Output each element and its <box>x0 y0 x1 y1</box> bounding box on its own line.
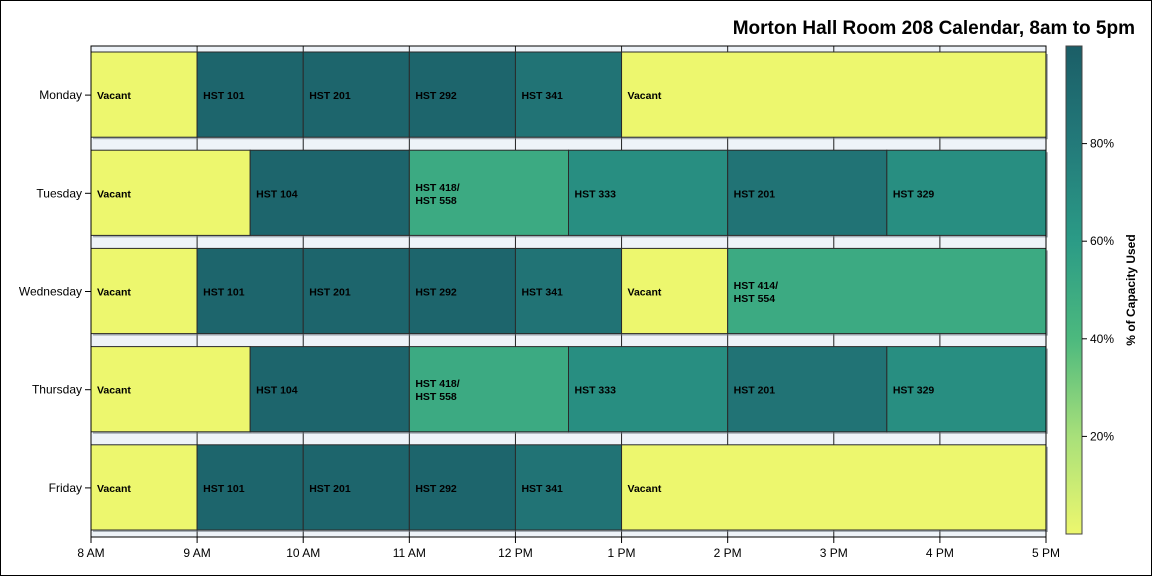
bar-label: HST 104 <box>256 188 298 200</box>
colorbar-legend: 20% 40% 60% 80% % of Capacity Used <box>1065 45 1138 535</box>
x-tick-label: 10 AM <box>286 546 320 560</box>
bar-label: HST 292 <box>415 90 457 102</box>
schedule-bar <box>196 247 304 335</box>
colorbar-title: % of Capacity Used <box>1124 234 1138 345</box>
schedule-bar <box>90 346 251 433</box>
bar-label: HST 341 <box>521 483 563 495</box>
bar-label: HST 329 <box>893 188 935 200</box>
row-friday: Vacant HST 101 HST 201 HST 292 HST 341 Vacant <box>90 444 1048 532</box>
y-tick-label: Wednesday <box>19 285 82 299</box>
schedule-bar <box>302 444 410 531</box>
bar-label: HST 292 <box>415 287 457 299</box>
x-tick-label: 8 AM <box>77 546 104 560</box>
bar-label: HST 414/ <box>734 280 778 292</box>
bar-label: HST 101 <box>203 90 245 102</box>
colorbar-tick-label: 20% <box>1090 429 1114 443</box>
schedule-bar <box>727 247 1047 335</box>
schedule-bar <box>514 444 623 531</box>
y-tick-label: Monday <box>39 88 82 102</box>
schedule-bar <box>408 247 516 335</box>
bar-label: HST 101 <box>203 287 245 299</box>
schedule-bar <box>302 51 410 138</box>
bar-label: HST 333 <box>575 385 617 397</box>
bar-label: HST 558 <box>415 195 457 207</box>
bar-label: HST 201 <box>309 90 351 102</box>
bar-label: HST 201 <box>734 188 776 200</box>
bar-label: HST 201 <box>309 483 351 495</box>
bar-label: HST 104 <box>256 385 298 397</box>
schedule-bar <box>196 51 304 138</box>
x-tick-label: 11 AM <box>393 546 426 560</box>
schedule-bar <box>249 149 410 236</box>
colorbar-tick-label: 60% <box>1090 234 1114 248</box>
bar-label: HST 418/ <box>415 182 459 194</box>
bar-label: HST 554 <box>734 293 776 305</box>
schedule-bar <box>621 247 729 335</box>
bar-label: Vacant <box>628 483 662 495</box>
bar-label: Vacant <box>97 287 131 299</box>
schedule-bar <box>90 51 198 138</box>
bar-label: Vacant <box>628 90 662 102</box>
bar-label: HST 292 <box>415 483 457 495</box>
x-tick-label: 1 PM <box>608 546 636 560</box>
row-monday: Vacant HST 101 HST 201 HST 292 HST 341 Vacant <box>90 51 1048 140</box>
schedule-bar <box>886 149 1047 236</box>
schedule-bar <box>568 346 729 433</box>
bar-label: HST 558 <box>415 391 457 403</box>
bar-label: Vacant <box>97 483 131 495</box>
bar-label: Vacant <box>97 188 131 200</box>
schedule-bar <box>621 51 1047 138</box>
schedule-bar <box>302 247 410 335</box>
row-tuesday: Vacant HST 104 HST 418/HST 558 HST 333 HST 2… <box>90 149 1048 238</box>
schedule-bar <box>249 346 410 433</box>
bar-label: Vacant <box>97 90 131 102</box>
plot-frame <box>90 45 1047 538</box>
schedule-bar <box>568 149 729 236</box>
x-tick-label: 12 PM <box>498 546 533 560</box>
colorbar-scale <box>1065 45 1083 535</box>
x-tick-label: 4 PM <box>926 546 954 560</box>
bar-label: Vacant <box>97 385 131 397</box>
schedule-bar <box>727 149 888 236</box>
y-tick-label: Thursday <box>32 383 82 397</box>
row-wednesday: Vacant HST 101 HST 201 HST 292 HST 341 Vacant… <box>90 247 1048 336</box>
schedule-bar <box>196 444 304 531</box>
schedule-bar <box>621 444 1047 531</box>
schedule-bar <box>408 346 570 433</box>
bar-label: HST 333 <box>575 188 617 200</box>
bar-label: HST 101 <box>203 483 245 495</box>
schedule-bar <box>727 346 888 433</box>
bar-label: HST 341 <box>521 90 563 102</box>
bar-label: HST 201 <box>309 287 351 299</box>
chart-title: Morton Hall Room 208 Calendar, 8am to 5p… <box>733 18 1135 39</box>
y-tick-label: Friday <box>49 481 82 495</box>
colorbar-tick-label: 40% <box>1090 332 1114 346</box>
bar-label: HST 329 <box>893 385 935 397</box>
colorbar-tick-label: 80% <box>1090 137 1114 151</box>
schedule-bar <box>408 51 516 138</box>
schedule-bar <box>90 444 198 531</box>
schedule-bar <box>514 51 623 138</box>
schedule-bar <box>514 247 623 335</box>
x-tick-label: 5 PM <box>1032 546 1060 560</box>
schedule-bar <box>90 247 198 335</box>
x-tick-label: 9 AM <box>183 546 210 560</box>
y-tick-label: Tuesday <box>36 186 82 200</box>
bar-label: HST 201 <box>734 385 776 397</box>
x-tick-label: 2 PM <box>714 546 742 560</box>
x-tick-label: 3 PM <box>820 546 848 560</box>
schedule-bar <box>408 149 570 236</box>
schedule-bar <box>886 346 1047 433</box>
bar-label: Vacant <box>628 287 662 299</box>
row-thursday: Vacant HST 104 HST 418/HST 558 HST 333 HST 2… <box>90 346 1048 434</box>
bar-label: HST 341 <box>521 287 563 299</box>
plot-area: Vacant HST 101 HST 201 HST 292 HST 341 Vacant… <box>19 45 1060 560</box>
bar-label: HST 418/ <box>415 378 459 390</box>
